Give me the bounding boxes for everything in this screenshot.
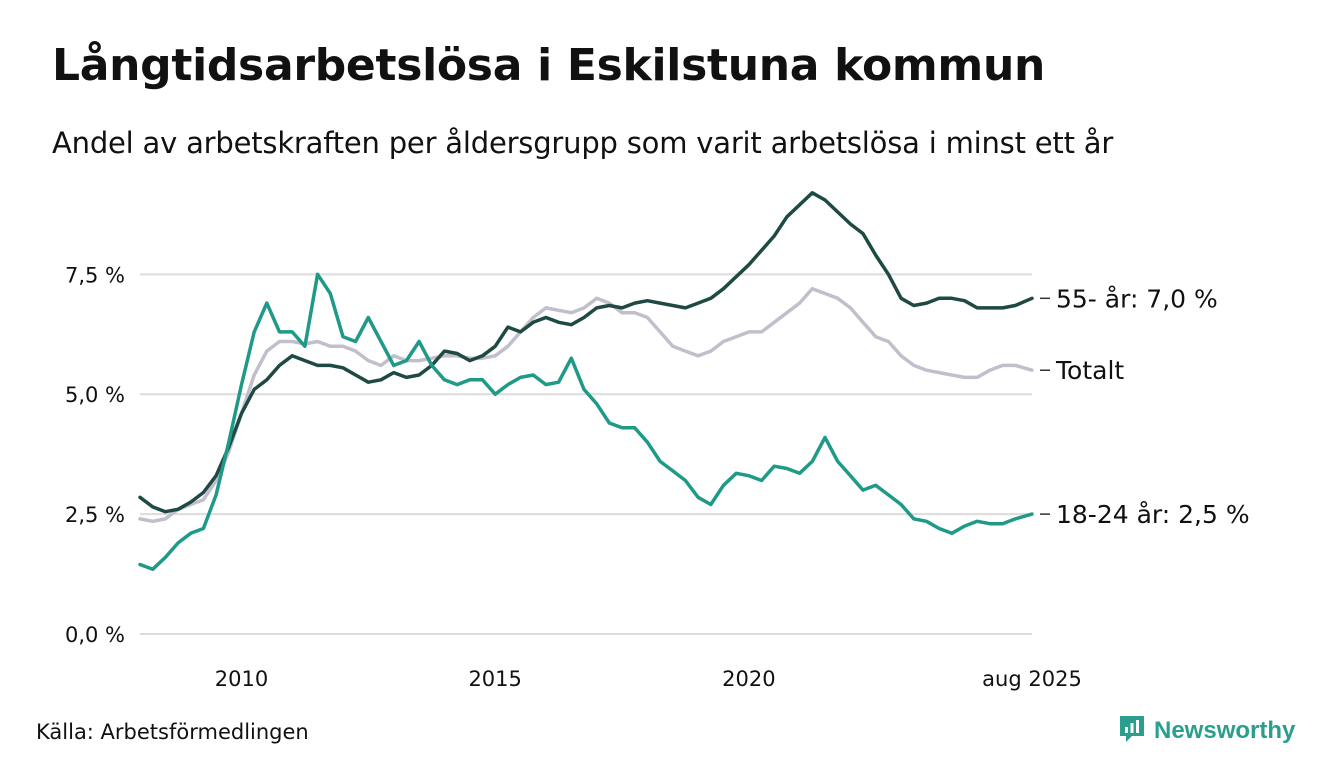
y-tick-label-1: 2,5 % xyxy=(65,503,125,527)
brand[interactable]: Newsworthy xyxy=(1118,714,1295,748)
series-line-0 xyxy=(138,286,1034,524)
source-note: Källa: Arbetsförmedlingen xyxy=(36,720,309,744)
y-axis-ticks: 0,0 % 2,5 % 5,0 % 7,5 % xyxy=(65,263,125,647)
series-lines xyxy=(138,191,1034,572)
y-tick-label-2: 5,0 % xyxy=(65,383,125,407)
series-end-label-2: 18-24 år: 2,5 % xyxy=(1056,500,1250,529)
y-tick-label-3: 7,5 % xyxy=(65,263,125,287)
series-line-1 xyxy=(138,191,1034,514)
chart-title: Långtidsarbetslösa i Eskilstuna kommun xyxy=(52,40,1046,91)
gridlines xyxy=(140,273,1032,635)
x-axis-ticks: 2010 2015 2020 aug 2025 xyxy=(215,667,1082,691)
series-end-labels: Totalt 55- år: 7,0 % 18-24 år: 2,5 % xyxy=(1040,284,1250,529)
series-line-2 xyxy=(138,272,1034,572)
newsworthy-logo-icon xyxy=(1118,714,1146,748)
x-tick-label-3: aug 2025 xyxy=(982,667,1082,691)
series-end-label-1: 55- år: 7,0 % xyxy=(1056,284,1218,313)
y-tick-label-0: 0,0 % xyxy=(65,623,125,647)
chart-subtitle: Andel av arbetskraften per åldersgrupp s… xyxy=(52,126,1114,160)
brand-name: Newsworthy xyxy=(1154,717,1296,744)
x-tick-label-1: 2015 xyxy=(468,667,521,691)
series-end-label-0: Totalt xyxy=(1055,356,1124,385)
x-tick-label-2: 2020 xyxy=(722,667,775,691)
x-tick-label-0: 2010 xyxy=(215,667,268,691)
